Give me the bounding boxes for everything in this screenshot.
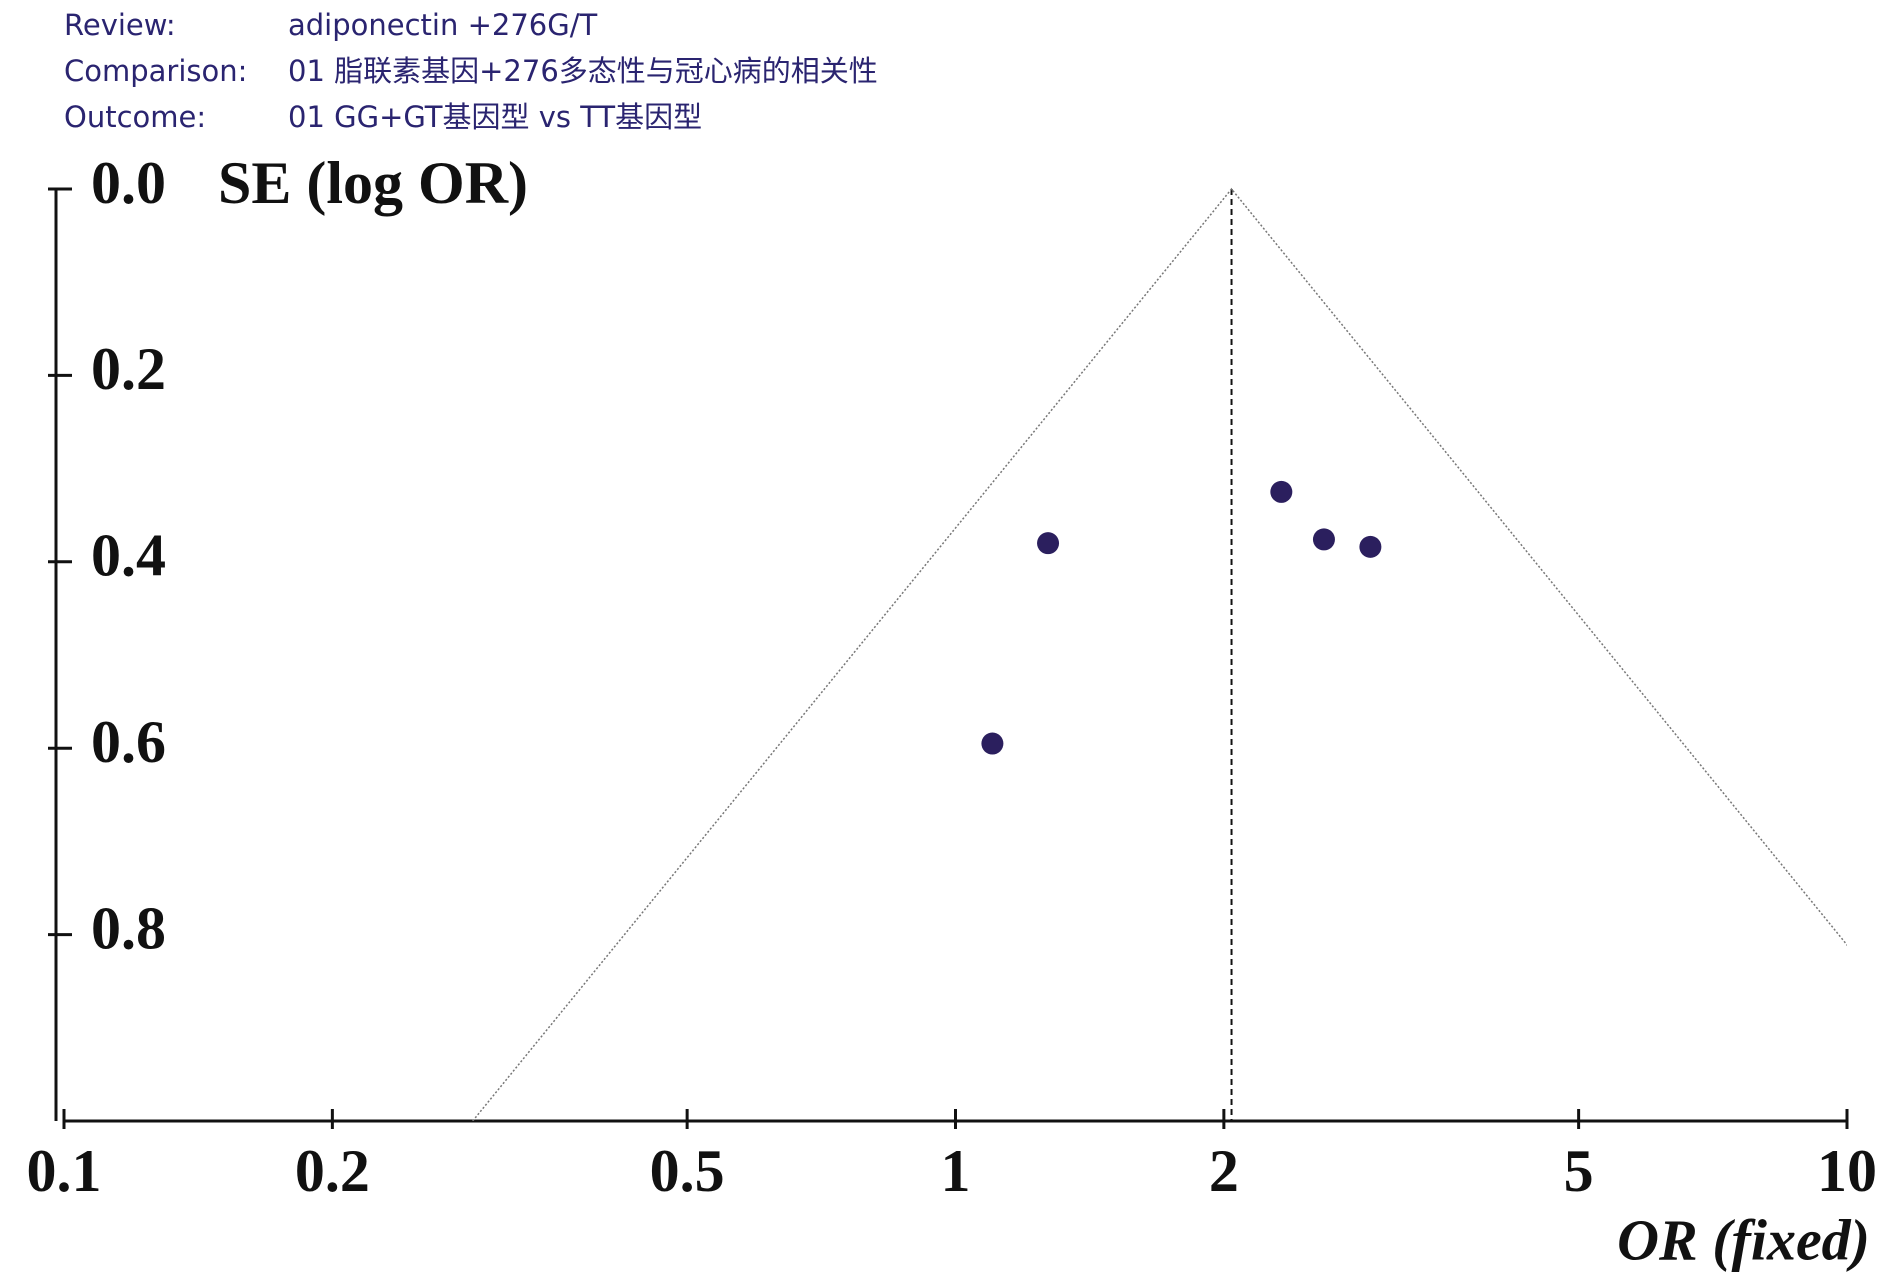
header-value: 01 GG+GT基因型 vs TT基因型 [288,100,702,134]
y-tick-label: 0.0 [91,150,166,216]
header-value: 01 脂联素基因+276多态性与冠心病的相关性 [288,54,878,88]
x-tick-label: 2 [1209,1138,1239,1204]
header-value: adiponectin +276G/T [288,8,597,42]
study-point [1037,532,1060,555]
study-point [1312,528,1335,551]
header-label: Comparison: [64,54,247,88]
header-label: Review: [64,8,176,42]
header-label: Outcome: [64,100,206,134]
y-tick-label: 0.6 [91,709,166,775]
funnel [472,187,1847,1121]
study-point [981,732,1004,755]
y-tick-label: 0.4 [91,523,166,589]
y-axis-label: SE (log OR) [218,150,528,216]
study-point [1359,535,1382,558]
x-tick-label: 0.1 [27,1138,102,1204]
y-tick-label: 0.8 [91,895,166,961]
x-tick-label: 5 [1564,1138,1594,1204]
x-tick-label: 0.2 [295,1138,370,1204]
x-axis-label: OR (fixed) [1617,1207,1870,1272]
x-tick-label: 1 [941,1138,971,1204]
x-tick-label: 10 [1817,1138,1877,1204]
x-tick-label: 0.5 [650,1138,725,1204]
y-tick-label: 0.2 [91,336,166,402]
study-point [1270,480,1293,503]
